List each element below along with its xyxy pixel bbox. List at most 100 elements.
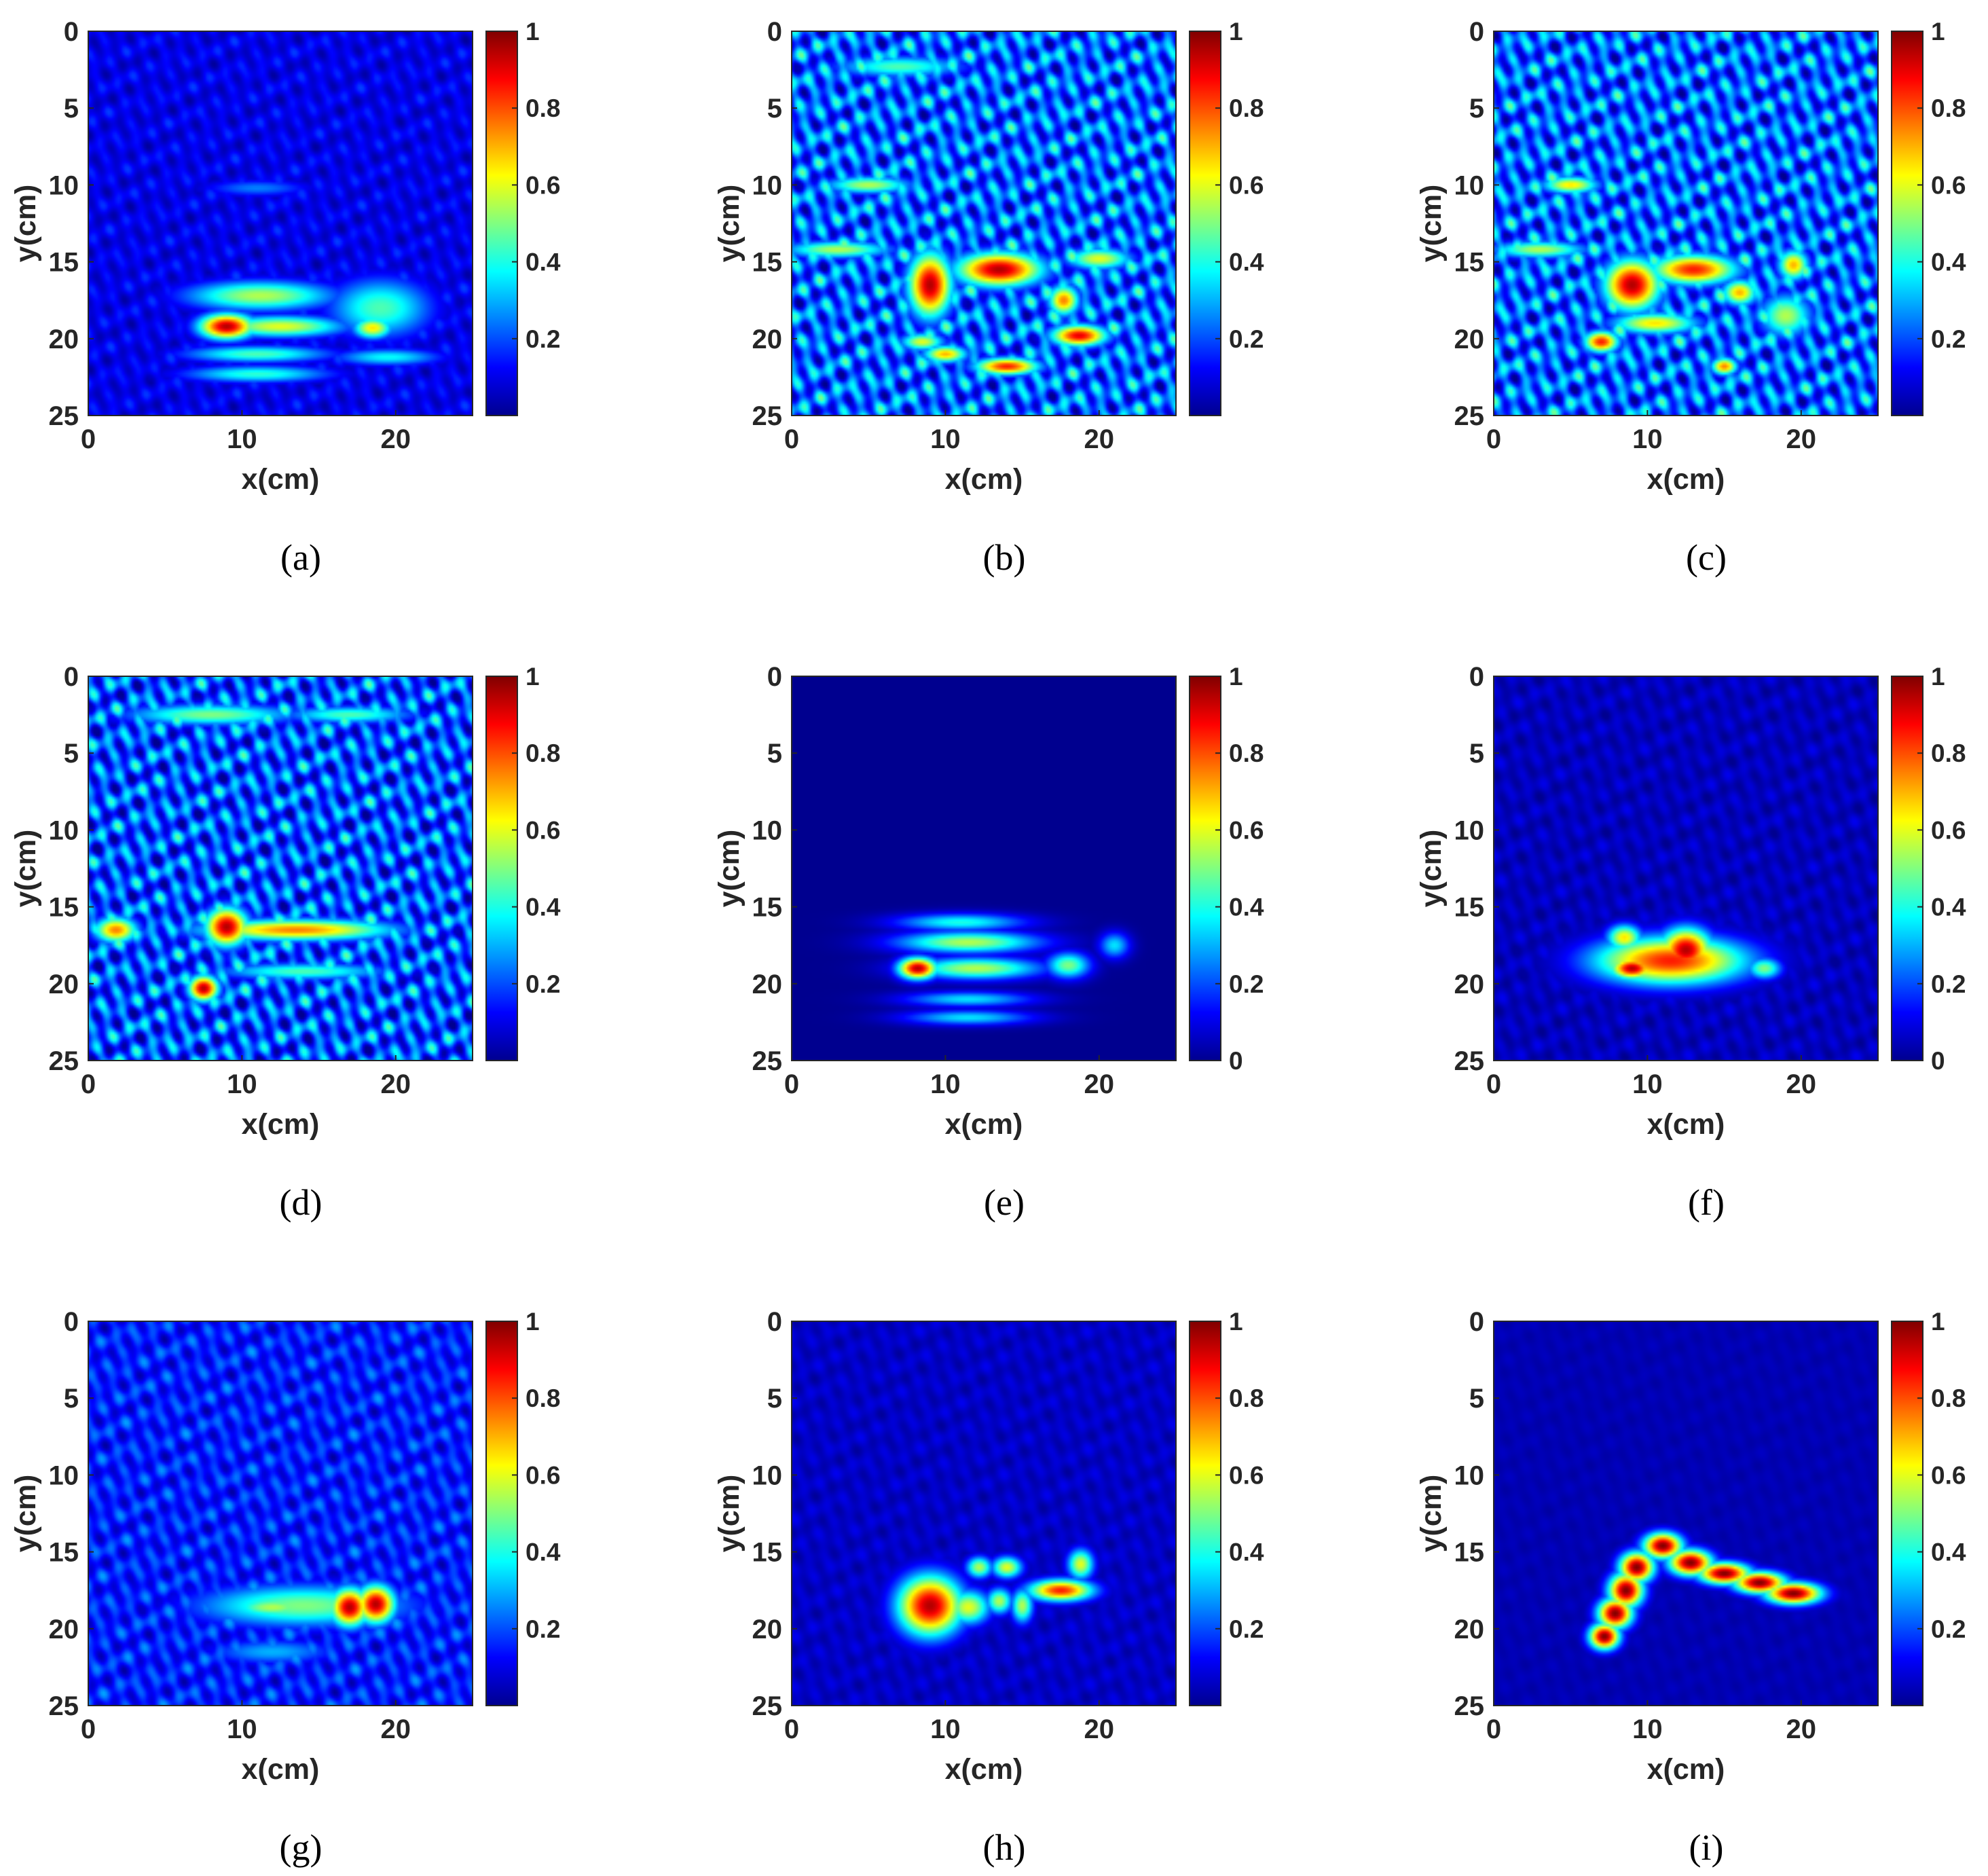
- y-tick-label: 10: [1454, 170, 1485, 200]
- colorbar-tick-label: 0.8: [526, 739, 560, 767]
- x-tick-label: 20: [1786, 424, 1817, 454]
- panel-caption: (h): [983, 1827, 1026, 1868]
- y-tick-label: 15: [49, 248, 79, 278]
- axes-frame: [1493, 1321, 1879, 1706]
- colorbar-tick-label: 0.2: [1229, 1615, 1264, 1643]
- colorbar-tick-label: 0.2: [1229, 325, 1264, 353]
- y-tick-label: 10: [1454, 815, 1485, 845]
- colorbar-tick-label: 0.8: [1229, 739, 1264, 767]
- axes-frame: [88, 31, 473, 416]
- x-tick-label: 20: [1786, 1069, 1817, 1099]
- y-tick-label: 20: [1454, 325, 1485, 354]
- x-tick-label: 10: [1632, 424, 1663, 454]
- colorbar-tick-label: 1: [1229, 1308, 1243, 1336]
- colorbar-tick-label: 0.2: [1931, 1615, 1966, 1643]
- x-axis-label: x(cm): [1647, 1108, 1725, 1141]
- y-tick-label: 10: [1454, 1460, 1485, 1490]
- colorbar-tick-label: 0: [1229, 1047, 1243, 1075]
- y-tick-label: 25: [752, 401, 783, 431]
- colorbar: [1189, 1321, 1221, 1706]
- x-tick-label: 0: [1486, 1069, 1501, 1099]
- y-axis-label: y(cm): [713, 185, 746, 263]
- x-axis-label: x(cm): [945, 1108, 1023, 1141]
- y-tick-label: 5: [1469, 1384, 1484, 1414]
- y-tick-label: 5: [1469, 94, 1484, 124]
- x-axis-label: x(cm): [242, 463, 320, 496]
- x-tick-label: 0: [1486, 424, 1501, 454]
- x-tick-label: 20: [1084, 424, 1115, 454]
- x-tick-label: 10: [227, 1069, 257, 1099]
- panel-a: 0 10 20 0 5 10 15 20 25 x(cm) y(cm) 0.2 0.4 0.6 0.8 1 (a…: [10, 17, 561, 578]
- y-tick-label: 20: [752, 325, 783, 354]
- y-tick-label: 5: [64, 94, 79, 124]
- colorbar: [1189, 31, 1221, 416]
- colorbar-tick-label: 0.4: [1931, 894, 1966, 921]
- y-tick-label: 20: [49, 970, 79, 999]
- colorbar-tick-label: 1: [526, 663, 540, 691]
- colorbar-tick-label: 0.4: [1229, 894, 1264, 921]
- panel-d: 0 10 20 0 5 10 15 20 25 x(cm) y(cm) 0.2 0.4 0.6 0.8 1 (d…: [10, 662, 561, 1223]
- axes-frame: [791, 1321, 1177, 1706]
- panel-caption: (d): [280, 1182, 323, 1223]
- colorbar-tick-label: 0.6: [1229, 171, 1264, 199]
- y-tick-label: 25: [752, 1691, 783, 1721]
- y-tick-label: 25: [49, 1046, 79, 1076]
- colorbar: [1189, 676, 1221, 1061]
- colorbar: [485, 31, 518, 416]
- y-axis-label: y(cm): [10, 1475, 42, 1553]
- y-tick-label: 20: [752, 1615, 783, 1644]
- panel-e: 0 10 20 0 5 10 15 20 25 x(cm) y(cm) 0 0.2 0.4 0.6 0.8 1 (…: [713, 662, 1264, 1223]
- y-tick-label: 0: [1469, 1307, 1484, 1337]
- y-tick-label: 10: [752, 815, 783, 845]
- y-tick-label: 15: [49, 1538, 79, 1568]
- y-tick-label: 0: [64, 1307, 79, 1337]
- colorbar-tick-label: 0.6: [1931, 1461, 1966, 1489]
- y-axis-label: y(cm): [1415, 830, 1448, 908]
- axes-frame: [88, 676, 473, 1061]
- y-tick-label: 5: [1469, 739, 1484, 769]
- x-tick-label: 10: [1632, 1714, 1663, 1744]
- colorbar-tick-label: 0.8: [1931, 94, 1966, 122]
- y-tick-label: 10: [49, 815, 79, 845]
- axes-frame: [791, 676, 1177, 1061]
- x-tick-label: 10: [930, 1714, 961, 1744]
- colorbar-tick-label: 0.8: [1931, 739, 1966, 767]
- colorbar-tick-label: 1: [526, 1308, 540, 1336]
- colorbar-tick-label: 0.4: [1229, 249, 1264, 276]
- x-tick-label: 20: [1786, 1714, 1817, 1744]
- y-tick-label: 15: [1454, 248, 1485, 278]
- y-tick-label: 5: [767, 94, 782, 124]
- colorbar: [1891, 31, 1923, 416]
- y-tick-label: 15: [1454, 1538, 1485, 1568]
- axes-frame: [1493, 31, 1879, 416]
- y-tick-label: 10: [752, 1460, 783, 1490]
- x-tick-label: 0: [81, 1069, 96, 1099]
- y-tick-label: 5: [64, 1384, 79, 1414]
- colorbar-tick-label: 0.2: [526, 325, 560, 353]
- colorbar-tick-label: 1: [526, 18, 540, 45]
- y-tick-label: 15: [752, 1538, 783, 1568]
- y-axis-label: y(cm): [713, 1475, 746, 1553]
- panel-caption: (a): [280, 537, 321, 578]
- y-tick-label: 25: [752, 1046, 783, 1076]
- panel-h: 0 10 20 0 5 10 15 20 25 x(cm) y(cm) 0.2 0.4 0.6 0.8 1 (h…: [713, 1307, 1264, 1868]
- x-axis-label: x(cm): [242, 1753, 320, 1786]
- y-tick-label: 0: [64, 662, 79, 692]
- panel-f: 0 10 20 0 5 10 15 20 25 x(cm) y(cm) 0 0.2 0.4 0.6 0.8 1 (…: [1415, 662, 1966, 1223]
- x-tick-label: 0: [81, 424, 96, 454]
- panel-caption: (c): [1686, 537, 1727, 578]
- colorbar-tick-label: 0.4: [526, 1539, 561, 1566]
- panel-c: 0 10 20 0 5 10 15 20 25 x(cm) y(cm) 0.2 0.4 0.6 0.8 1 (c…: [1415, 17, 1966, 578]
- y-tick-label: 25: [1454, 1046, 1485, 1076]
- x-tick-label: 10: [227, 424, 257, 454]
- colorbar-tick-label: 0.6: [1229, 1461, 1264, 1489]
- colorbar-tick-label: 0.8: [526, 1384, 560, 1412]
- heatmap-image: [792, 31, 1176, 416]
- heatmap-image: [88, 31, 473, 416]
- x-tick-label: 0: [784, 1069, 799, 1099]
- x-tick-label: 10: [1632, 1069, 1663, 1099]
- panel-caption: (f): [1688, 1182, 1725, 1223]
- x-tick-label: 20: [381, 424, 411, 454]
- panel-g: 0 10 20 0 5 10 15 20 25 x(cm) y(cm) 0.2 0.4 0.6 0.8 1 (g…: [10, 1307, 561, 1868]
